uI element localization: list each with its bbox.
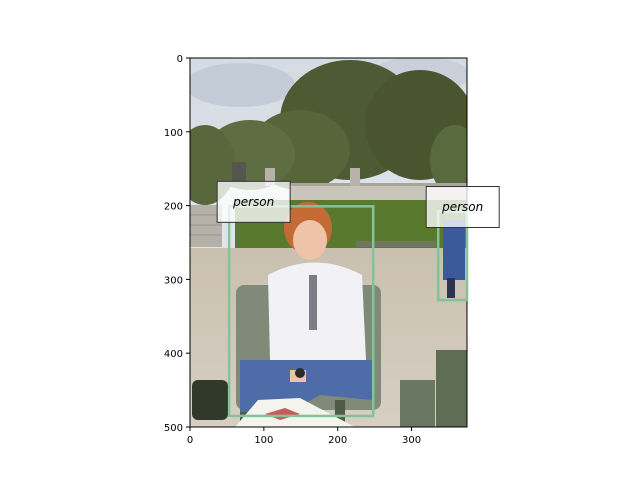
detection-label-box bbox=[425, 186, 500, 229]
x-tick-label: 300 bbox=[402, 435, 421, 446]
x-axis: 0 100 200 300 bbox=[187, 427, 421, 446]
photo-image bbox=[190, 58, 467, 427]
x-tick-label: 200 bbox=[328, 435, 347, 446]
y-tick-label: 0 bbox=[177, 54, 183, 65]
x-tick-label: 100 bbox=[254, 435, 273, 446]
x-tick-label: 0 bbox=[187, 435, 193, 446]
detection-label: person bbox=[232, 195, 274, 209]
detections-layer: person person bbox=[216, 180, 500, 418]
y-axis: 0 100 200 300 400 500 bbox=[164, 54, 190, 434]
detection-label-box bbox=[216, 180, 291, 223]
y-tick-label: 200 bbox=[164, 202, 183, 213]
y-tick-label: 400 bbox=[164, 349, 183, 360]
y-tick-label: 300 bbox=[164, 275, 183, 286]
y-tick-label: 500 bbox=[164, 423, 183, 434]
y-tick-label: 100 bbox=[164, 128, 183, 139]
detection-box bbox=[227, 205, 375, 418]
detection-label: person bbox=[441, 200, 483, 214]
